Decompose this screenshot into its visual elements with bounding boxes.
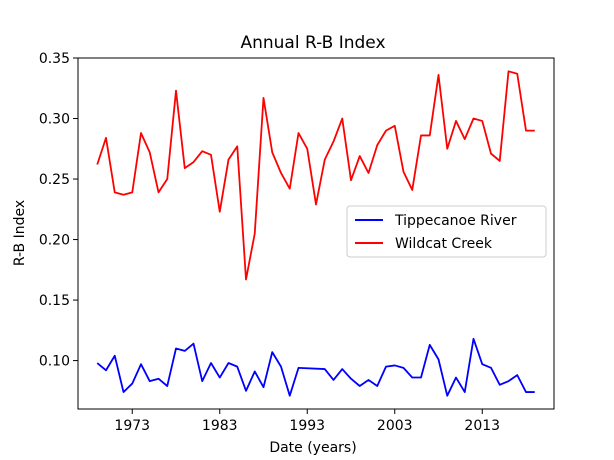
chart-title: Annual R-B Index [240, 33, 385, 53]
y-tick-label: 0.20 [39, 233, 70, 249]
y-axis-title: R-B Index [12, 200, 28, 266]
legend: Tippecanoe River Wildcat Creek [346, 205, 547, 258]
series-line-tippecanoe-river [96, 337, 535, 397]
x-tick-label: 2003 [377, 418, 413, 434]
legend-entry-label: Wildcat Creek [395, 236, 493, 252]
y-axis: 0.10 0.15 0.20 0.25 0.30 0.35 [39, 51, 78, 370]
x-tick-label: 2013 [464, 418, 500, 434]
x-tick-label: 1973 [114, 418, 150, 434]
y-tick-label: 0.30 [39, 112, 70, 128]
plot-area [77, 57, 555, 410]
x-axis-title: Date (years) [269, 440, 356, 456]
x-tick-label: 1983 [202, 418, 238, 434]
x-tick-label: 1993 [289, 418, 325, 434]
series-line-wildcat-creek [96, 70, 535, 281]
x-axis: 1973 1983 1993 2003 2013 [114, 409, 500, 434]
y-tick-label: 0.35 [39, 51, 70, 67]
series-layer [96, 70, 535, 397]
axes-frame [77, 57, 555, 410]
y-tick-label: 0.10 [39, 354, 70, 370]
y-tick-label: 0.15 [39, 293, 70, 309]
y-tick-label: 0.25 [39, 172, 70, 188]
legend-entry-label: Tippecanoe River [394, 213, 517, 229]
legend-box [346, 205, 547, 258]
